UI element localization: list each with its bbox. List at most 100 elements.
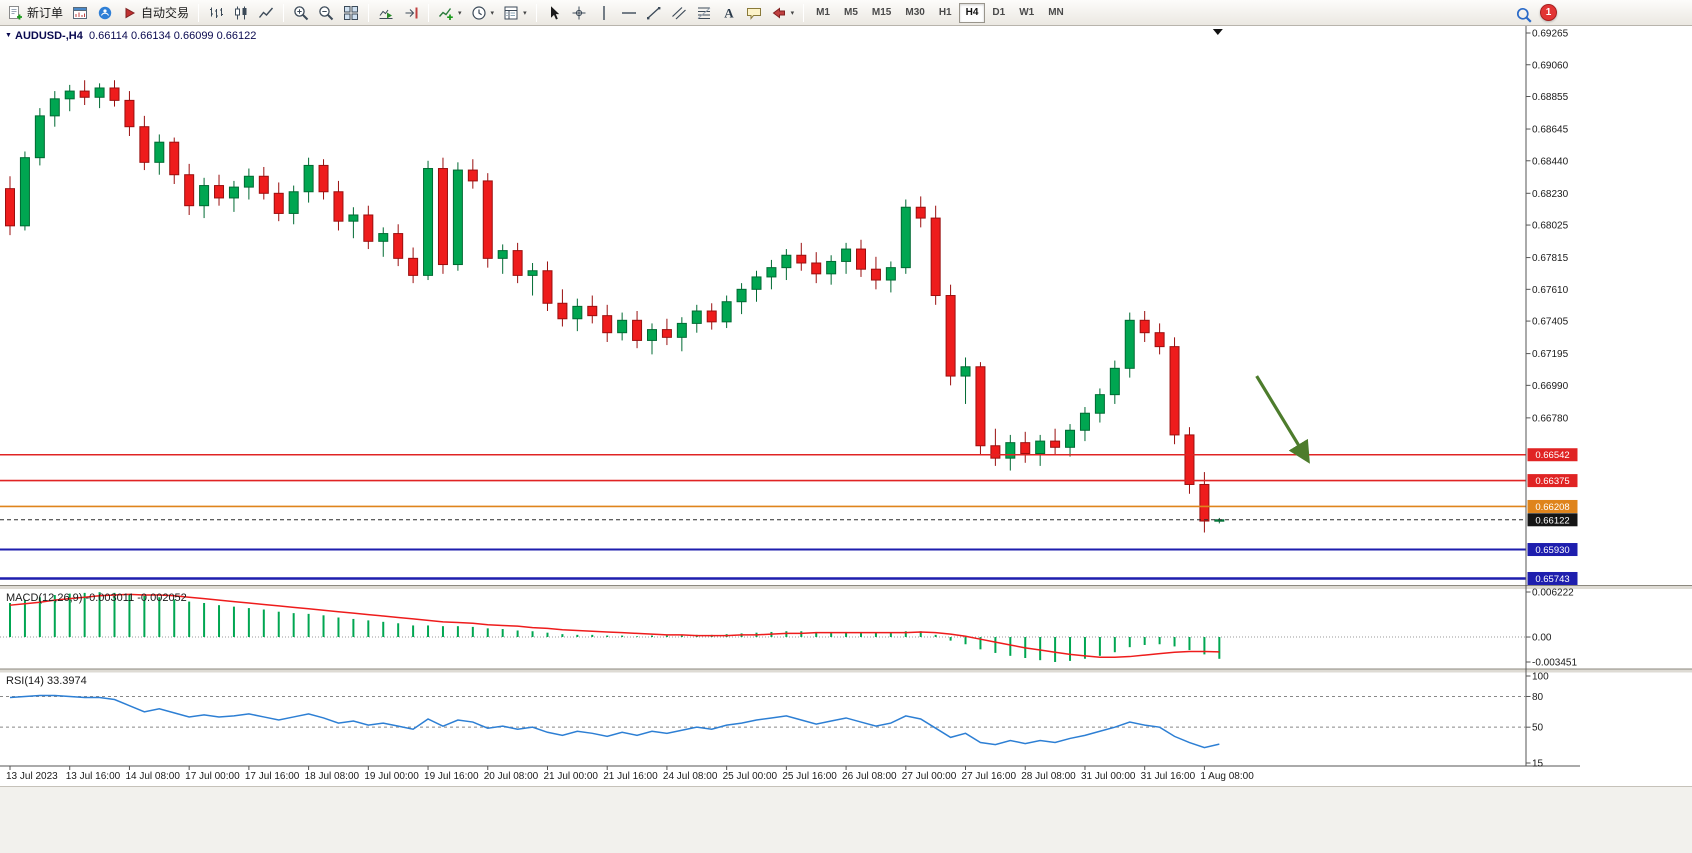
symbol-timeframe-label: AUDUSD-,H4 [15,30,83,42]
indicators-button[interactable]: ▾ [434,2,466,24]
toolbar-separator [428,3,430,22]
time-tick-label: 20 Jul 08:00 [484,771,539,782]
trendline-button[interactable] [642,2,666,24]
rsi-panel [0,694,1526,749]
charts-button[interactable] [68,2,92,24]
macd-tick-label: 0.006222 [1532,588,1574,599]
horizontal-line-button[interactable] [617,2,641,24]
timeframe-d1-button[interactable]: D1 [992,7,1006,18]
candlestick-chart-button[interactable] [229,2,253,24]
toolbar-separator [198,3,200,22]
chart-canvas[interactable]: 0.69265 0.69060 0.68855 0.68645 0.68440 0.682… [0,26,1692,786]
time-tick-label: 1 Aug 08:00 [1200,771,1254,782]
toolbar-separator [535,3,537,22]
autotrade-icon [122,5,138,21]
price-tag-0.66375: 0.66375 [1527,474,1578,488]
svg-text:0.66542: 0.66542 [1535,450,1569,461]
timeframe-m30-button[interactable]: M30 [905,7,925,18]
text-label-icon [746,5,762,21]
timeframe-h1-button[interactable]: H1 [938,7,952,18]
price-tick-label: 0.69060 [1532,60,1569,71]
chart-symbol-quote: ▼ AUDUSD-,H4 0.66114 0.66134 0.66099 0.6… [5,30,256,42]
macd-signal-line [9,593,1220,659]
price-axis[interactable]: 0.69265 0.69060 0.68855 0.68645 0.68440 0.682… [1526,29,1578,770]
svg-text:0.66208: 0.66208 [1535,502,1569,513]
tile-windows-button[interactable] [339,2,363,24]
text-label-button[interactable] [742,2,766,24]
time-tick-label: 26 Jul 08:00 [842,771,897,782]
rsi-indicator-label: RSI(14) 33.3974 [6,675,87,687]
zoom-out-button[interactable] [314,2,338,24]
shapes-button[interactable]: ▾ [767,2,799,24]
time-tick-label: 21 Jul 00:00 [543,771,598,782]
svg-text:0.65930: 0.65930 [1535,545,1569,556]
rsi-tick-label: 80 [1532,692,1544,703]
time-tick-label: 25 Jul 16:00 [782,771,837,782]
crosshair-button[interactable] [567,2,591,24]
symbol-dropdown-icon[interactable]: ▼ [5,32,12,39]
price-tick-label: 0.67405 [1532,317,1569,328]
panel-splitter[interactable] [0,669,1692,673]
price-tick-label: 0.67610 [1532,285,1569,296]
chevron-down-icon: ▾ [490,9,495,17]
window-footer [0,786,1692,853]
timeframe-h4-button[interactable]: H4 [958,2,986,23]
time-tick-label: 27 Jul 00:00 [902,771,957,782]
text-button[interactable]: A [717,2,741,24]
bar-chart-button[interactable] [204,2,228,24]
timeframe-m5-button[interactable]: M5 [844,7,858,18]
time-tick-label: 28 Jul 08:00 [1021,771,1076,782]
auto-trading-button[interactable]: 自动交易 [118,2,193,24]
time-tick-label: 19 Jul 00:00 [364,771,419,782]
zoom-in-button[interactable] [289,2,313,24]
bars-chart-icon [208,5,224,21]
timeframe-mn-button[interactable]: MN [1048,7,1064,18]
auto-scroll-button[interactable] [374,2,398,24]
community-button[interactable] [93,2,117,24]
time-axis[interactable]: 13 Jul 2023 13 Jul 16:00 14 Jul 08:00 17 Ju… [6,766,1254,782]
timeframe-m15-button[interactable]: M15 [871,7,892,18]
timeframe-m1-button[interactable]: M1 [816,7,830,18]
vertical-line-button[interactable] [592,2,616,24]
search-button[interactable] [1512,4,1536,26]
templates-icon [503,5,519,21]
line-chart-icon [258,5,274,21]
chart-shift-button[interactable] [399,2,423,24]
svg-text:0.65743: 0.65743 [1535,574,1569,585]
vline-icon [596,5,612,21]
time-tick-label: 24 Jul 08:00 [663,771,718,782]
panel-splitter[interactable] [0,585,1692,590]
svg-text:0.66122: 0.66122 [1535,515,1569,526]
macd-indicator-label: MACD(12,26,9) -0.003011 -0.002052 [6,592,187,604]
line-chart-button[interactable] [254,2,278,24]
time-tick-label: 25 Jul 00:00 [723,771,778,782]
channel-button[interactable] [667,2,691,24]
chevron-down-icon: ▾ [523,9,527,17]
price-tick-label: 0.66990 [1532,381,1569,392]
chart-shift-icon [403,5,419,21]
rsi-tick-label: 50 [1532,723,1544,734]
cursor-button[interactable] [542,2,566,24]
fibo-icon [696,5,712,21]
svg-text:0.66375: 0.66375 [1535,476,1569,487]
rsi-line [9,694,1220,749]
time-tick-label: 19 Jul 16:00 [424,771,479,782]
new-order-button[interactable]: 新订单 [4,2,67,24]
toolbar-separator [803,3,805,22]
fibonacci-button[interactable] [692,2,716,24]
notification-badge[interactable]: 1 [1540,4,1557,21]
periods-button[interactable]: ▾ [467,2,499,24]
ohlc-quote-label: 0.66114 0.66134 0.66099 0.66122 [88,30,257,42]
time-tick-label: 13 Jul 2023 [6,771,58,782]
toolbar-separator [368,3,370,22]
timeframe-w1-button[interactable]: W1 [1019,7,1035,18]
annotation-arrow[interactable] [1255,375,1310,464]
time-tick-label: 31 Jul 00:00 [1081,771,1136,782]
candlesticks [5,80,1225,533]
toolbar-separator [283,3,285,22]
templates-button[interactable]: ▾ [499,2,531,24]
price-tick-label: 0.68440 [1532,156,1569,167]
crosshair-icon [571,5,587,21]
rsi-tick-label: 100 [1532,672,1549,683]
time-tick-label: 14 Jul 08:00 [125,771,180,782]
